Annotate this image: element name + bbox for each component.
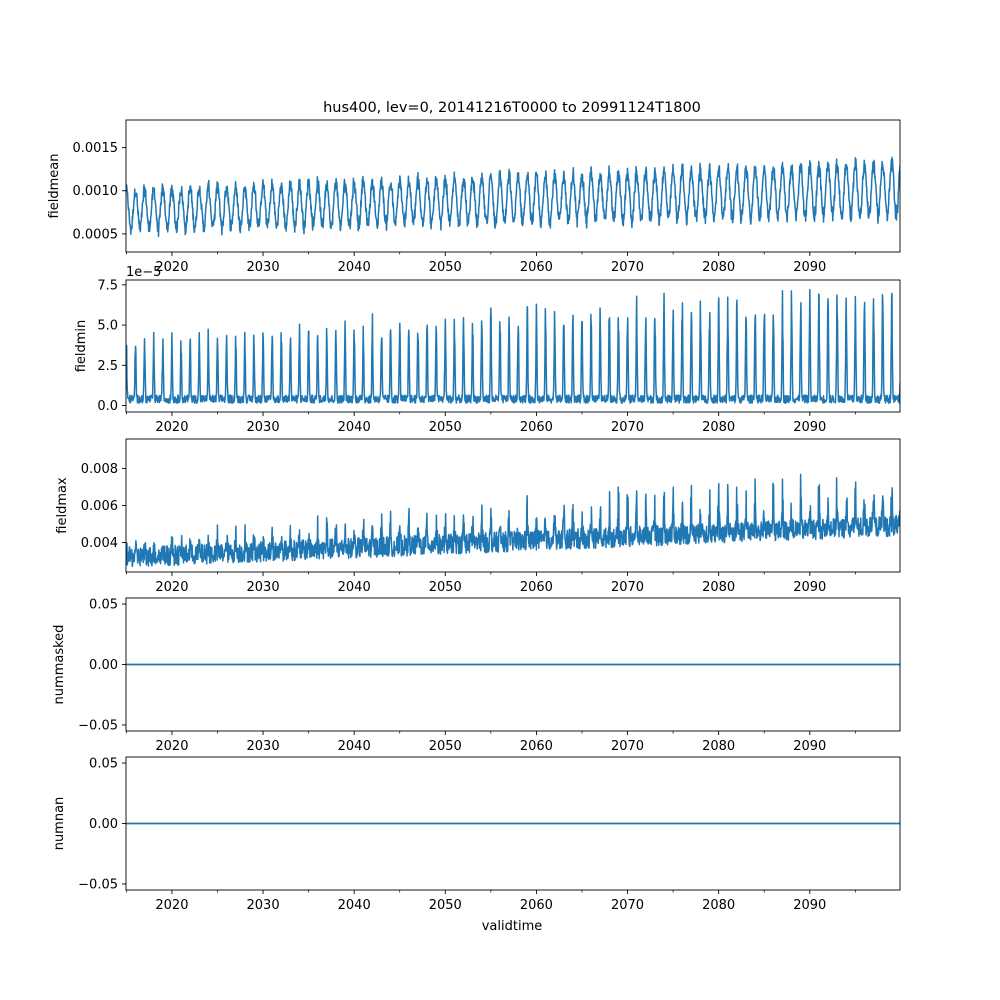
x-tick-label: 2020 xyxy=(155,739,188,754)
x-axis-label: validtime xyxy=(482,919,543,934)
x-tick-label: 2070 xyxy=(611,898,644,913)
x-tick-label: 2050 xyxy=(429,580,462,595)
y-tick-label: 0.00 xyxy=(89,817,118,832)
x-tick-label: 2050 xyxy=(429,739,462,754)
x-tick-label: 2060 xyxy=(520,420,553,435)
y-tick-label: −0.05 xyxy=(78,718,118,733)
x-tick-label: 2060 xyxy=(520,739,553,754)
x-tick-label: 2090 xyxy=(793,420,826,435)
x-tick-label: 2020 xyxy=(155,898,188,913)
x-tick-label: 2040 xyxy=(338,260,371,275)
axes-frame xyxy=(125,279,901,413)
x-tick-label: 2090 xyxy=(793,260,826,275)
x-tick-label: 2080 xyxy=(702,739,735,754)
series-line-fieldmean xyxy=(126,156,900,238)
x-tick-label: 2060 xyxy=(520,260,553,275)
x-tick-label: 2040 xyxy=(338,420,371,435)
series-line-fieldmin xyxy=(126,288,900,404)
x-tick-label: 2050 xyxy=(429,420,462,435)
y-axis-label: fieldmax xyxy=(55,477,70,534)
y-offset-label: 1e−5 xyxy=(126,265,161,280)
y-tick-label: 0.004 xyxy=(81,536,118,551)
x-tick-label: 2020 xyxy=(155,420,188,435)
x-tick-label: 2030 xyxy=(247,580,280,595)
x-tick-label: 2090 xyxy=(793,580,826,595)
y-tick-label: 5.0 xyxy=(97,319,118,334)
x-tick-label: 2070 xyxy=(611,739,644,754)
x-tick-label: 2080 xyxy=(702,260,735,275)
subplot-fieldmin: 0.0 2.5 5.0 7.5 2020 2030 2040 2050 2060 2070 2080… xyxy=(74,265,901,435)
y-tick-label: 0.0015 xyxy=(73,141,119,156)
x-tick-label: 2080 xyxy=(702,898,735,913)
y-axis-label: numnan xyxy=(52,797,67,851)
y-tick-label: 0.0 xyxy=(97,399,118,414)
y-tick-label: 0.006 xyxy=(81,499,118,514)
figure-title: hus400, lev=0, 20141216T0000 to 20991124… xyxy=(323,100,701,116)
y-tick-label: 0.0005 xyxy=(73,227,119,242)
subplot-fieldmax: 0.004 0.006 0.008 2020 2030 2040 2050 2060 2070 2… xyxy=(55,438,901,595)
x-tick-label: 2090 xyxy=(793,898,826,913)
x-tick-label: 2030 xyxy=(247,260,280,275)
y-axis-label: nummasked xyxy=(52,625,67,705)
y-tick-label: 0.008 xyxy=(81,462,118,477)
x-tick-label: 2040 xyxy=(338,580,371,595)
subplot-fieldmean: 0.0005 0.0010 0.0015 2020 2030 2040 2050 2060 20… xyxy=(47,119,901,275)
y-tick-label: 2.5 xyxy=(97,359,118,374)
y-axis-label: fieldmin xyxy=(74,320,89,373)
x-tick-label: 2030 xyxy=(247,739,280,754)
x-tick-label: 2030 xyxy=(247,898,280,913)
x-tick-label: 2050 xyxy=(429,260,462,275)
subplot-numnan: −0.05 0.00 0.05 2020 2030 2040 2050 2060 2070 208… xyxy=(52,757,901,913)
y-tick-label: 0.05 xyxy=(89,757,118,772)
y-tick-label: 0.0010 xyxy=(73,184,119,199)
subplots: 0.0005 0.0010 0.0015 2020 2030 2040 2050 2060 20… xyxy=(47,119,901,913)
x-tick-label: 2070 xyxy=(611,260,644,275)
x-tick-label: 2040 xyxy=(338,898,371,913)
y-tick-label: −0.05 xyxy=(78,877,118,892)
x-tick-label: 2090 xyxy=(793,739,826,754)
x-tick-label: 2080 xyxy=(702,420,735,435)
y-tick-label: 7.5 xyxy=(97,278,118,293)
x-tick-label: 2020 xyxy=(155,580,188,595)
x-tick-label: 2080 xyxy=(702,580,735,595)
x-tick-label: 2020 xyxy=(155,260,188,275)
x-tick-label: 2070 xyxy=(611,580,644,595)
x-tick-label: 2070 xyxy=(611,420,644,435)
y-tick-label: 0.00 xyxy=(89,658,118,673)
subplot-nummasked: −0.05 0.00 0.05 2020 2030 2040 2050 2060 2070 208… xyxy=(52,598,901,754)
series-line-fieldmax xyxy=(126,473,900,568)
y-tick-label: 0.05 xyxy=(89,598,118,613)
x-tick-label: 2060 xyxy=(520,580,553,595)
axes-frame xyxy=(125,119,901,253)
x-tick-label: 2030 xyxy=(247,420,280,435)
x-tick-label: 2040 xyxy=(338,739,371,754)
x-tick-label: 2060 xyxy=(520,898,553,913)
y-axis-label: fieldmean xyxy=(47,154,62,219)
x-tick-label: 2050 xyxy=(429,898,462,913)
